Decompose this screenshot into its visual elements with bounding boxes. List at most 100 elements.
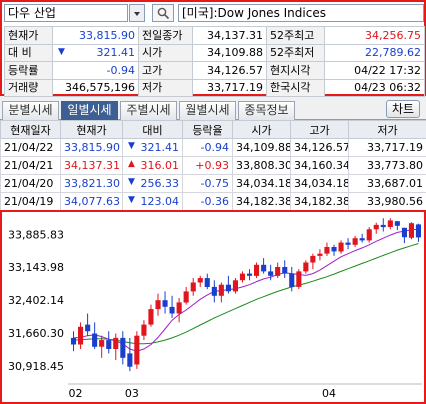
cell-text: +0.93: [195, 159, 229, 172]
x-tick-label: 04: [322, 387, 336, 400]
quote-text: 등락률: [8, 63, 39, 77]
candle-body: [289, 273, 295, 287]
candle-body: [99, 340, 105, 347]
cell-text: 34,034.18: [236, 177, 291, 190]
up-arrow-icon: ▲: [128, 159, 135, 169]
tab-3[interactable]: 월별시세: [179, 101, 236, 120]
cell-high: 34,182.38: [290, 192, 349, 211]
quote-text: 33,815.90: [79, 28, 135, 42]
table-row[interactable]: 21/04/19 34,077.63 ▼ 123.04 -0.36 34,182.38 34…: [0, 192, 426, 211]
cell-date: 21/04/21: [0, 156, 61, 175]
column-header[interactable]: 현재가: [60, 120, 123, 139]
cell-close: 33,821.30: [60, 174, 123, 193]
candle-body: [401, 227, 407, 238]
quote-text: 34,109.88: [207, 46, 263, 60]
y-tick-label: 33,143.98: [8, 261, 64, 274]
tab-2[interactable]: 주별시세: [120, 101, 177, 120]
quote-text: 34,137.31: [207, 28, 263, 42]
cell-text: -0.94: [200, 141, 229, 154]
quote-text: 현재가: [8, 28, 39, 42]
candle-body: [225, 284, 231, 292]
quote-label: 전일종가: [138, 26, 193, 45]
candle-body: [352, 238, 358, 245]
quote-text: 거래량: [8, 81, 39, 95]
quote-value: 04/22 17:32: [324, 61, 425, 80]
cell-high: 34,126.57: [290, 138, 349, 157]
quote-text: 저가: [142, 81, 163, 95]
symbol-name-field: [미국]:Dow Jones Indices: [178, 4, 424, 22]
quote-label: 저가: [138, 78, 193, 97]
table-row[interactable]: 21/04/20 33,821.30 ▼ 256.33 -0.75 34,034.18 34…: [0, 174, 426, 193]
table-row[interactable]: 21/04/21 34,137.31 ▲ 316.01 +0.93 33,808.30 34…: [0, 156, 426, 175]
quote-label: 대 비: [4, 43, 53, 62]
quote-value: 34,109.88: [192, 43, 267, 62]
cell-rate: -0.75: [182, 174, 233, 193]
down-arrow-icon: ▼: [128, 177, 135, 187]
cell-date: 21/04/22: [0, 138, 61, 157]
quote-text: 현지시각: [270, 63, 311, 77]
cell-low: 33,980.56: [348, 192, 426, 211]
quote-value: 33,815.90: [52, 26, 139, 45]
column-header[interactable]: 저가: [348, 120, 426, 139]
column-header[interactable]: 시가: [232, 120, 291, 139]
cell-text: 33,815.90: [64, 141, 120, 154]
cell-date: 21/04/19: [0, 192, 61, 211]
candle-body: [296, 271, 302, 287]
candle-body: [169, 306, 175, 314]
candle-body: [394, 221, 400, 226]
column-header[interactable]: 고가: [290, 120, 349, 139]
tab-bar: 분별시세 일별시세 주별시세 월별시세 종목정보 차트: [0, 98, 426, 120]
cell-text: -0.75: [200, 177, 229, 190]
cell-text: 33,717.19: [367, 141, 423, 154]
search-icon: [157, 7, 170, 20]
cell-low: 33,717.19: [348, 138, 426, 157]
candle-body: [380, 224, 386, 228]
column-header[interactable]: 현재일자: [0, 120, 61, 139]
cell-open: 33,808.30: [232, 156, 291, 175]
quote-label: 현지시각: [266, 61, 325, 80]
cell-text: 256.33: [140, 177, 180, 190]
search-row: 다우 산업 [미국]:Dow Jones Indices: [4, 4, 424, 22]
candlestick-chart[interactable]: 33,885.83 33,143.98 32,402.14 31,660.30 30,9…: [2, 212, 424, 402]
candle-body: [197, 278, 203, 283]
cell-rate: -0.36: [182, 192, 233, 211]
cell-text: 33,773.80: [367, 159, 423, 172]
candle-body: [190, 282, 196, 292]
cell-open: 34,182.38: [232, 192, 291, 211]
quote-text: 고가: [142, 63, 163, 77]
symbol-dropdown-button[interactable]: [129, 4, 145, 22]
search-button[interactable]: [152, 4, 174, 22]
column-header[interactable]: 대비: [122, 120, 183, 139]
candle-body: [310, 255, 316, 263]
tab-4[interactable]: 종목정보: [238, 101, 295, 120]
cell-text: 34,126.57: [294, 141, 349, 154]
down-arrow-icon: ▼: [128, 195, 135, 205]
candle-body: [373, 224, 379, 230]
table-row[interactable]: 21/04/22 33,815.90 ▼ 321.41 -0.94 34,109.88 34…: [0, 138, 426, 157]
candle-body: [415, 224, 421, 238]
quote-text: 22,789.62: [365, 46, 421, 60]
quote-row: 대 비 ▼ 321.41 시가 34,109.88 52주최저 22,789.62: [4, 43, 425, 62]
cell-change: ▼ 123.04: [122, 192, 183, 211]
cell-text: 34,109.88: [236, 141, 291, 154]
cell-close: 34,077.63: [60, 192, 123, 211]
moving-average-short: [73, 228, 419, 352]
column-header[interactable]: 등락율: [182, 120, 233, 139]
quote-value: ▼ 321.41: [52, 43, 139, 62]
candle-body: [141, 324, 147, 336]
quote-label: 현재가: [4, 26, 53, 45]
tab-1[interactable]: 일별시세: [61, 101, 118, 120]
candle-body: [92, 333, 98, 347]
candle-body: [239, 273, 245, 281]
quote-text: 34,256.75: [365, 28, 421, 42]
candle-body: [345, 242, 351, 245]
quote-label: 등락률: [4, 61, 53, 80]
candle-body: [155, 300, 161, 310]
chart-button[interactable]: 차트: [386, 100, 420, 118]
quote-value: 22,789.62: [324, 43, 425, 62]
candle-body: [85, 324, 91, 332]
symbol-input[interactable]: 다우 산업: [4, 4, 128, 22]
tab-0[interactable]: 분별시세: [2, 101, 59, 120]
quote-value: 34,126.57: [192, 61, 267, 80]
cell-text: 34,182.38: [236, 195, 291, 208]
